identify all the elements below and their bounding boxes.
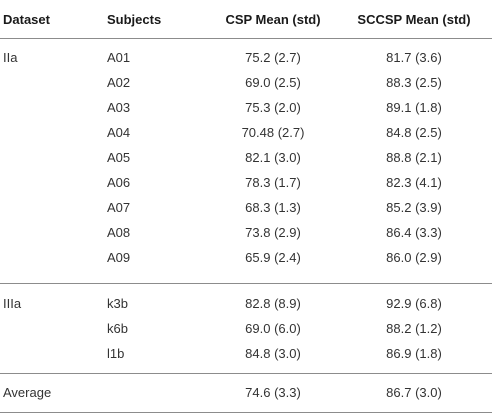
table-row-subject: A07 (107, 200, 131, 215)
table-row-csp: 75.2 (2.7) (245, 50, 301, 65)
table-row-sccsp: 85.2 (3.9) (386, 200, 442, 215)
average-sccsp: 86.7 (3.0) (386, 385, 442, 400)
table-row-subject: A04 (107, 125, 131, 140)
table-row-subject: A08 (107, 225, 131, 240)
table-row-csp: 75.3 (2.0) (245, 100, 301, 115)
table-row-csp: 69.0 (2.5) (245, 75, 301, 90)
table-row-subject: l1b (107, 346, 125, 361)
average-label: Average (3, 385, 52, 400)
table-row-subject: A01 (107, 50, 131, 65)
table-row-sccsp: 88.8 (2.1) (386, 150, 442, 165)
header-subjects: Subjects (107, 12, 162, 27)
table-row-csp: 70.48 (2.7) (241, 125, 305, 140)
table-row-csp: 78.3 (1.7) (245, 175, 301, 190)
table-row-csp: 68.3 (1.3) (245, 200, 301, 215)
table-row-sccsp: 89.1 (1.8) (386, 100, 442, 115)
table-row-subject: A05 (107, 150, 131, 165)
table-row-csp: 69.0 (6.0) (245, 321, 301, 336)
table-row-sccsp: 88.2 (1.2) (386, 321, 442, 336)
table-row-csp: 73.8 (2.9) (245, 225, 301, 240)
header-csp: CSP Mean (std) (225, 12, 321, 27)
header-sccsp: SCCSP Mean (std) (357, 12, 471, 27)
average-csp: 74.6 (3.3) (245, 385, 301, 400)
dataset-label: IIa (3, 50, 18, 65)
header-divider (0, 38, 492, 39)
header-dataset: Dataset (3, 12, 50, 27)
table-row-subject: A02 (107, 75, 131, 90)
dataset-label: IIIa (3, 296, 22, 311)
table-row-subject: A06 (107, 175, 131, 190)
table-bottom-rule (0, 412, 492, 413)
table-row-sccsp: 88.3 (2.5) (386, 75, 442, 90)
table-row-csp: 82.1 (3.0) (245, 150, 301, 165)
table-row-sccsp: 86.9 (1.8) (386, 346, 442, 361)
table-row-sccsp: 84.8 (2.5) (386, 125, 442, 140)
table-row-csp: 82.8 (8.9) (245, 296, 301, 311)
table-row-subject: k6b (107, 321, 128, 336)
table-row-sccsp: 86.0 (2.9) (386, 250, 442, 265)
table-row-subject: A03 (107, 100, 131, 115)
table-row-sccsp: 92.9 (6.8) (386, 296, 442, 311)
table-row-sccsp: 86.4 (3.3) (386, 225, 442, 240)
table-row-sccsp: 82.3 (4.1) (386, 175, 442, 190)
group-divider (0, 373, 492, 374)
table-row-csp: 65.9 (2.4) (245, 250, 301, 265)
group-divider (0, 283, 492, 284)
table-row-subject: A09 (107, 250, 131, 265)
table-row-sccsp: 81.7 (3.6) (386, 50, 442, 65)
table-row-csp: 84.8 (3.0) (245, 346, 301, 361)
table-row-subject: k3b (107, 296, 128, 311)
